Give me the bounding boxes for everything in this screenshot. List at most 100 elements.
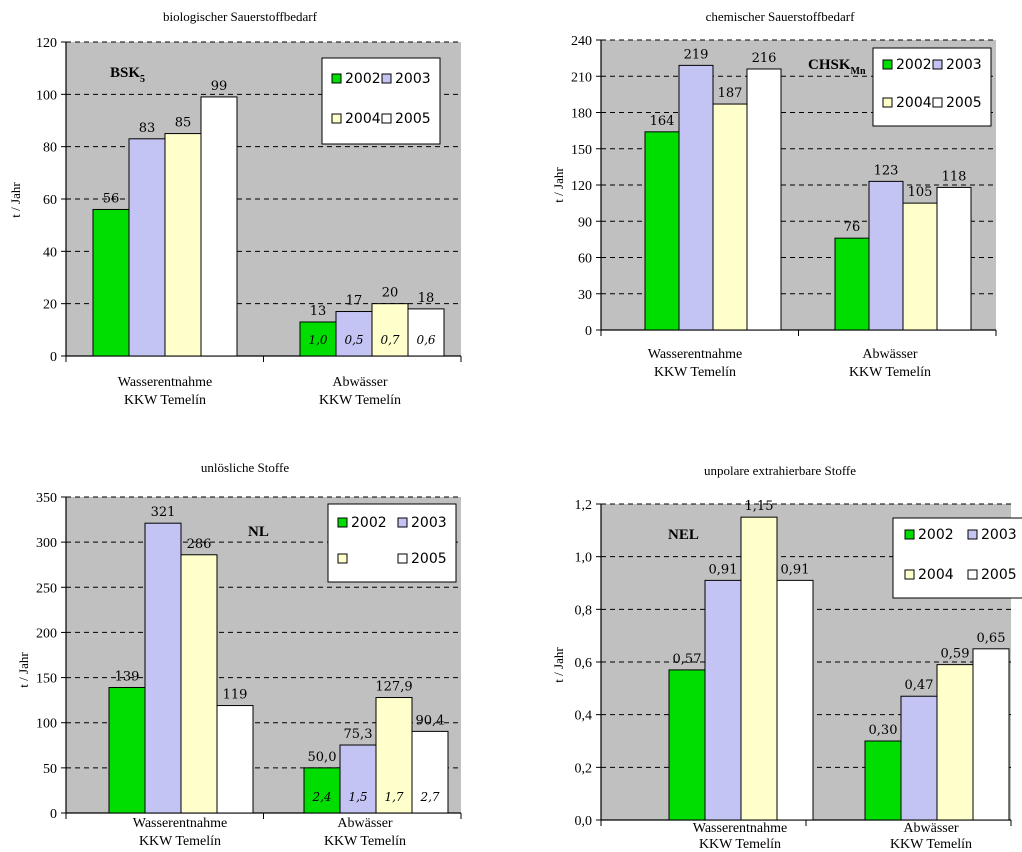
data-label: 164 (650, 114, 675, 129)
chart-nl-svg: unlösliche Stoffe 0 50 100 150 200 250 300 350 t … (16, 460, 462, 849)
y-tick-label: 0 (50, 350, 57, 365)
legend-label: 2004 (896, 95, 932, 111)
bar (936, 664, 974, 821)
y-tick-label: 0,2 (575, 761, 593, 776)
data-label: 20 (382, 286, 399, 301)
chart-title: unpolare extrahierbare Stoffe (704, 463, 856, 478)
y-tick-label: 60 (578, 252, 592, 267)
bar (704, 579, 742, 821)
chart-bsk-svg: biologischer Sauerstoffbedarf 0 20 40 60 80 10… (8, 9, 462, 408)
data-label: 0,91 (781, 562, 810, 577)
category-label-sub: KKW Temelín (654, 365, 736, 380)
data-label: 56 (103, 191, 120, 206)
data-label: 0,30 (869, 723, 898, 738)
y-tick-label: 150 (36, 672, 57, 687)
category-label: Abwässer (337, 816, 393, 831)
legend-swatch (397, 517, 408, 528)
category-label-sub: KKW Temelín (849, 365, 931, 380)
data-label: 118 (942, 169, 967, 184)
y-tick-label: 120 (571, 179, 592, 194)
legend-swatch (397, 553, 408, 564)
bar (668, 669, 706, 821)
legend-label: 2005 (411, 551, 447, 567)
y-axis-label: t / Jahr (551, 647, 566, 683)
data-label: 83 (139, 121, 156, 136)
chart-title: biologischer Sauerstoffbedarf (163, 9, 318, 24)
bar (712, 103, 748, 331)
chart-code-label: NL (248, 524, 269, 540)
legend-label: 2003 (981, 527, 1017, 543)
legend-swatch (337, 517, 348, 528)
data-label: 0,57 (673, 652, 702, 667)
data-label: 127,9 (375, 680, 412, 695)
bar-inner-label: 1,7 (384, 790, 403, 804)
bar (371, 303, 409, 357)
y-tick-label: 1,2 (575, 498, 593, 513)
legend-label: 2002 (345, 71, 381, 87)
data-label: 0,91 (709, 562, 738, 577)
legend-swatch (932, 59, 943, 70)
bar (216, 705, 254, 814)
category-label-sub: KKW Temelín (139, 834, 221, 849)
chart-code-label: CHSKMn (808, 57, 866, 77)
y-axis-label: t / Jahr (8, 182, 23, 218)
category-label: Abwässer (862, 347, 918, 362)
bar (834, 237, 870, 331)
data-label: 139 (115, 670, 140, 685)
y-tick-label: 0,6 (575, 656, 593, 671)
bar (144, 522, 182, 814)
bar (92, 208, 130, 357)
y-tick-label: 0,4 (575, 709, 593, 724)
bar (180, 554, 218, 814)
category-label-sub: KKW Temelín (124, 393, 206, 408)
legend-box (872, 47, 992, 127)
bar (678, 64, 714, 331)
bar-inner-label: 0,7 (380, 333, 399, 347)
y-tick-label: 60 (43, 193, 57, 208)
data-label: 1,15 (745, 499, 774, 514)
bar (108, 687, 146, 814)
bar (164, 133, 202, 357)
bar (746, 68, 782, 331)
legend-label: 2003 (395, 71, 431, 87)
bar-inner-label: 1,5 (348, 790, 367, 804)
legend-swatch (932, 97, 943, 108)
legend-box (321, 57, 441, 145)
legend-swatch (337, 553, 348, 564)
bar (900, 695, 938, 821)
y-tick-label: 90 (578, 215, 592, 230)
y-tick-label: 0 (585, 324, 592, 339)
y-tick-label: 80 (43, 141, 57, 156)
y-tick-label: 150 (571, 143, 592, 158)
data-label: 0,47 (905, 678, 934, 693)
bar (407, 308, 445, 357)
bar (299, 321, 337, 357)
bar (936, 186, 972, 331)
bar (864, 740, 902, 821)
data-label: 76 (844, 220, 861, 235)
data-label: 13 (310, 304, 327, 319)
y-tick-label: 350 (36, 491, 57, 506)
chart-code-label: NEL (668, 527, 699, 543)
bar (375, 697, 413, 814)
chart-title: unlösliche Stoffe (201, 460, 289, 475)
chart-code-label: BSK5 (110, 65, 145, 85)
bar (128, 138, 166, 357)
bar-inner-label: 0,6 (416, 333, 435, 347)
legend-label: 2002 (918, 527, 954, 543)
legend-label: 2005 (981, 567, 1017, 583)
y-tick-label: 40 (43, 245, 57, 260)
bar (200, 96, 238, 357)
y-axis-label: t / Jahr (16, 652, 31, 688)
data-label: 119 (223, 688, 248, 703)
y-tick-label: 1,0 (575, 551, 593, 566)
legend-swatch (904, 529, 915, 540)
y-tick-label: 180 (571, 107, 592, 122)
y-tick-label: 120 (36, 36, 57, 51)
y-tick-label: 300 (36, 536, 57, 551)
category-label-sub: KKW Temelín (699, 837, 781, 852)
data-label: 18 (418, 291, 435, 306)
y-tick-label: 100 (36, 717, 57, 732)
legend-box (327, 503, 457, 583)
category-label-sub: KKW Temelín (319, 393, 401, 408)
